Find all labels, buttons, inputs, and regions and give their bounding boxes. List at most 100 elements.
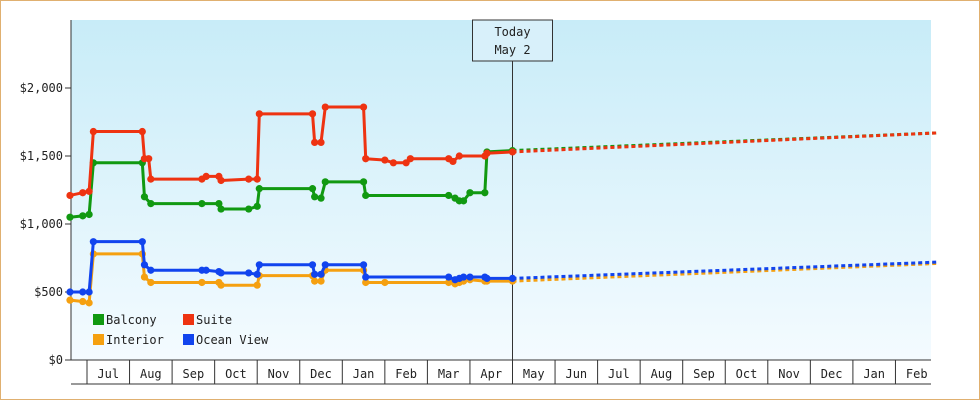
data-point-interior bbox=[79, 297, 87, 306]
data-point-balcony bbox=[85, 210, 93, 219]
data-point-suite bbox=[359, 103, 368, 111]
data-point-interior bbox=[198, 278, 206, 287]
data-point-balcony bbox=[253, 202, 261, 210]
data-point-ocean-view bbox=[79, 288, 87, 296]
x-tick-label: Feb bbox=[906, 367, 928, 381]
data-point-suite bbox=[202, 172, 210, 180]
y-tick-label: $1,500 bbox=[20, 149, 63, 163]
x-tick-label: May bbox=[523, 367, 545, 381]
data-point-suite bbox=[245, 175, 253, 183]
x-tick-label: Jun bbox=[565, 367, 587, 381]
data-point-ocean-view bbox=[85, 288, 93, 296]
data-point-suite bbox=[321, 103, 329, 111]
legend-label-suite: Suite bbox=[196, 313, 232, 327]
data-point-interior bbox=[381, 278, 389, 287]
series-ocean-view bbox=[66, 238, 939, 296]
data-point-interior bbox=[253, 281, 261, 289]
data-point-balcony bbox=[359, 178, 368, 186]
x-tick-label: Dec bbox=[821, 367, 843, 381]
data-point-balcony bbox=[217, 205, 225, 213]
x-tick-label: Aug bbox=[140, 367, 162, 381]
series-projection-interior bbox=[512, 261, 939, 283]
data-point-ocean-view bbox=[147, 266, 155, 274]
data-point-ocean-view bbox=[138, 238, 146, 246]
x-tick-label: Jul bbox=[97, 367, 119, 381]
data-point-suite bbox=[449, 157, 457, 166]
data-point-ocean-view bbox=[140, 261, 149, 269]
data-point-ocean-view bbox=[202, 266, 210, 274]
data-point-interior bbox=[147, 278, 155, 287]
data-point-balcony bbox=[215, 200, 223, 208]
data-point-interior bbox=[66, 296, 74, 304]
data-point-ocean-view bbox=[217, 269, 225, 277]
data-point-suite bbox=[255, 110, 263, 118]
data-point-balcony bbox=[311, 193, 319, 201]
data-point-interior bbox=[362, 278, 370, 287]
data-point-interior bbox=[311, 277, 319, 285]
data-point-suite bbox=[483, 149, 491, 157]
x-tick-label: Apr bbox=[480, 367, 502, 381]
data-point-ocean-view bbox=[255, 261, 263, 269]
data-point-ocean-view bbox=[508, 274, 517, 282]
y-tick-label: $500 bbox=[34, 285, 63, 299]
data-point-ocean-view bbox=[66, 288, 74, 296]
data-point-interior bbox=[140, 273, 149, 281]
series-projection-suite bbox=[512, 131, 939, 154]
data-point-ocean-view bbox=[466, 273, 474, 281]
data-point-ocean-view bbox=[317, 270, 325, 278]
x-tick-label: Oct bbox=[736, 367, 758, 381]
data-point-suite bbox=[508, 148, 517, 156]
x-tick-label: Sep bbox=[693, 367, 715, 381]
data-point-ocean-view bbox=[359, 261, 368, 269]
data-point-ocean-view bbox=[89, 238, 97, 246]
data-point-suite bbox=[145, 155, 153, 163]
y-tick-label: $0 bbox=[49, 353, 63, 367]
data-point-ocean-view bbox=[253, 270, 261, 278]
y-tick-label: $1,000 bbox=[20, 217, 63, 231]
plot-area bbox=[71, 20, 931, 360]
data-point-suite bbox=[253, 175, 261, 183]
data-point-balcony bbox=[362, 191, 370, 200]
data-point-balcony bbox=[245, 205, 253, 213]
legend-swatch-suite bbox=[183, 314, 194, 325]
series-suite bbox=[66, 103, 939, 200]
data-point-balcony bbox=[66, 213, 74, 221]
data-point-balcony bbox=[140, 193, 149, 201]
legend-swatch-interior bbox=[93, 334, 104, 345]
x-tick-label: Aug bbox=[651, 367, 673, 381]
data-point-suite bbox=[311, 138, 319, 146]
data-point-balcony bbox=[147, 200, 155, 208]
data-point-balcony bbox=[459, 197, 468, 205]
x-tick-label: Dec bbox=[310, 367, 332, 381]
data-point-suite bbox=[308, 110, 317, 118]
data-point-ocean-view bbox=[362, 273, 370, 281]
data-point-interior bbox=[217, 281, 225, 289]
data-point-ocean-view bbox=[321, 261, 329, 269]
x-tick-label: Feb bbox=[395, 367, 417, 381]
data-point-suite bbox=[79, 189, 87, 197]
data-point-balcony bbox=[79, 212, 87, 220]
legend-label-ocean-view: Ocean View bbox=[196, 333, 269, 347]
today-marker: Today May 2 bbox=[472, 19, 553, 360]
data-point-balcony bbox=[481, 189, 489, 197]
data-point-interior bbox=[317, 277, 325, 285]
data-point-suite bbox=[455, 152, 463, 160]
x-tick-label: Nov bbox=[268, 367, 290, 381]
x-tick-label: Jul bbox=[608, 367, 630, 381]
data-point-ocean-view bbox=[311, 270, 319, 278]
data-point-balcony bbox=[321, 178, 329, 186]
today-date: May 2 bbox=[494, 43, 530, 57]
data-point-suite bbox=[317, 138, 325, 146]
data-point-ocean-view bbox=[483, 274, 491, 282]
data-point-balcony bbox=[466, 189, 474, 197]
x-tick-label: Jan bbox=[863, 367, 885, 381]
data-point-suite bbox=[362, 155, 370, 163]
data-point-suite bbox=[217, 176, 225, 185]
data-point-interior bbox=[85, 299, 93, 307]
data-point-suite bbox=[89, 127, 97, 136]
data-point-balcony bbox=[255, 185, 263, 193]
data-point-ocean-view bbox=[445, 273, 453, 281]
data-point-suite bbox=[138, 127, 146, 136]
data-point-ocean-view bbox=[245, 269, 253, 277]
